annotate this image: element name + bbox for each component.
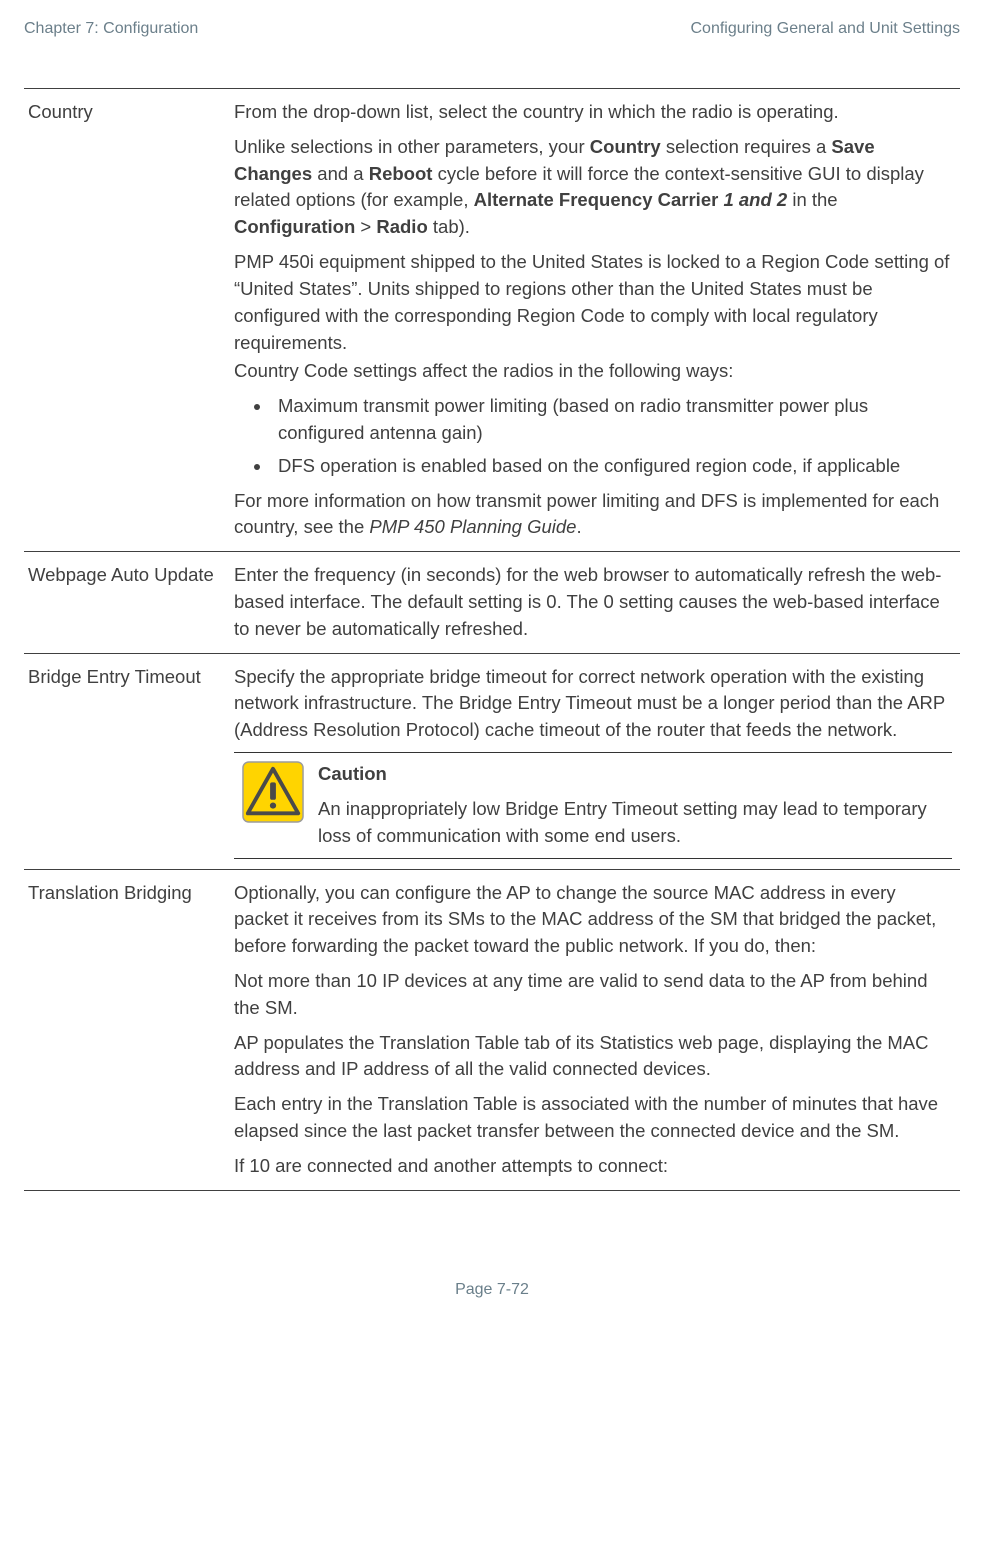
attr-name-country: Country	[24, 89, 234, 552]
paragraph: Each entry in the Translation Table is a…	[234, 1091, 952, 1145]
paragraph: AP populates the Translation Table tab o…	[234, 1030, 952, 1084]
paragraph: If 10 are connected and another attempts…	[234, 1153, 952, 1180]
attr-name-trans: Translation Bridging	[24, 869, 234, 1190]
paragraph: Enter the frequency (in seconds) for the…	[234, 562, 952, 642]
list-item: Maximum transmit power limiting (based o…	[272, 393, 952, 447]
page-footer: Page 7-72	[24, 1281, 960, 1299]
table-row: Country From the drop-down list, select …	[24, 89, 960, 552]
table-row: Translation Bridging Optionally, you can…	[24, 869, 960, 1190]
list-item: DFS operation is enabled based on the co…	[272, 453, 952, 480]
attr-desc-webpage: Enter the frequency (in seconds) for the…	[234, 552, 960, 653]
caution-icon-cell	[234, 753, 312, 858]
caution-text-cell: Caution An inappropriately low Bridge En…	[312, 753, 952, 858]
caution-box: Caution An inappropriately low Bridge En…	[234, 752, 952, 858]
page-container: Chapter 7: Configuration Configuring Gen…	[0, 0, 984, 1339]
paragraph: Unlike selections in other parameters, y…	[234, 134, 952, 241]
table-row: Bridge Entry Timeout Specify the appropr…	[24, 653, 960, 869]
paragraph: Country Code settings affect the radios …	[234, 358, 952, 385]
chapter-title: Chapter 7: Configuration	[24, 20, 198, 38]
paragraph: Optionally, you can configure the AP to …	[234, 880, 952, 960]
paragraph: PMP 450i equipment shipped to the United…	[234, 249, 952, 356]
page-header: Chapter 7: Configuration Configuring Gen…	[24, 20, 960, 38]
attribute-table: Country From the drop-down list, select …	[24, 88, 960, 1191]
attr-name-webpage: Webpage Auto Update	[24, 552, 234, 653]
paragraph: Not more than 10 IP devices at any time …	[234, 968, 952, 1022]
attr-desc-country: From the drop-down list, select the coun…	[234, 89, 960, 552]
paragraph: From the drop-down list, select the coun…	[234, 99, 952, 126]
attr-desc-trans: Optionally, you can configure the AP to …	[234, 869, 960, 1190]
table-row: Webpage Auto Update Enter the frequency …	[24, 552, 960, 653]
caution-icon	[242, 761, 304, 823]
paragraph: Specify the appropriate bridge timeout f…	[234, 664, 952, 744]
attr-desc-bridge: Specify the appropriate bridge timeout f…	[234, 653, 960, 869]
bullet-list: Maximum transmit power limiting (based o…	[234, 393, 952, 479]
attr-name-bridge: Bridge Entry Timeout	[24, 653, 234, 869]
section-title: Configuring General and Unit Settings	[691, 20, 961, 38]
caution-title: Caution	[318, 761, 946, 788]
paragraph: For more information on how transmit pow…	[234, 488, 952, 542]
caution-text: An inappropriately low Bridge Entry Time…	[318, 796, 946, 850]
